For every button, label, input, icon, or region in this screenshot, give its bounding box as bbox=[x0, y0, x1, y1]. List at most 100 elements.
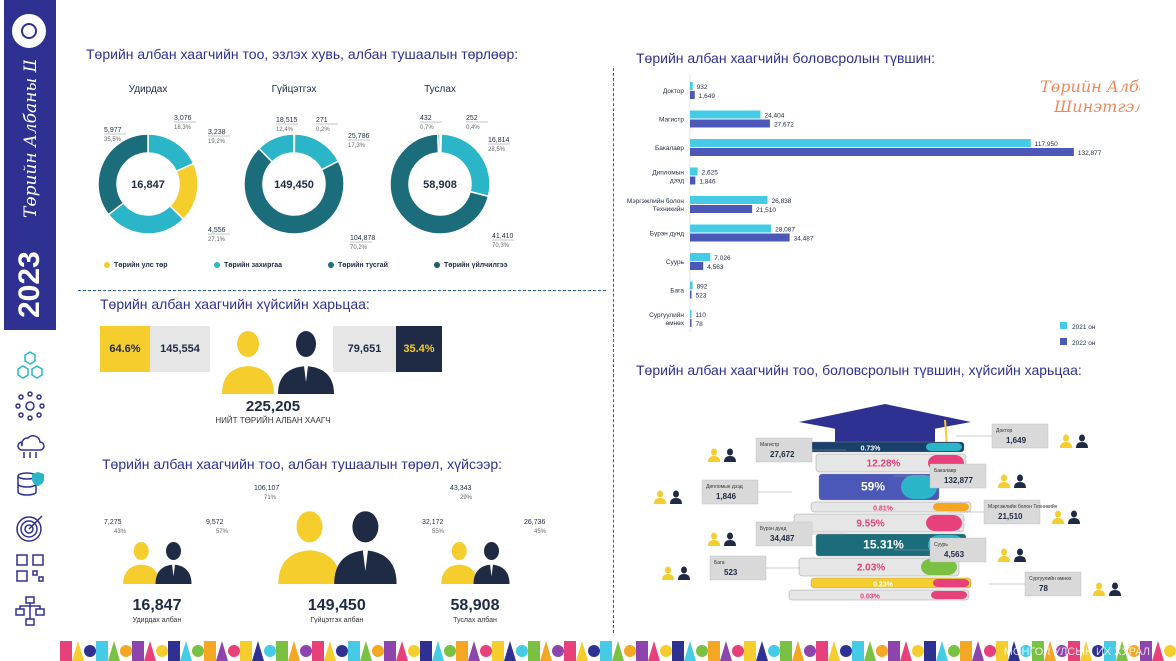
bar-2021 bbox=[690, 281, 693, 290]
male-pct: 29% bbox=[460, 495, 473, 501]
pattern-tile bbox=[240, 641, 252, 661]
section1-title: Төрийн албан хаагчийн тоо, эзлэх хувь, а… bbox=[86, 46, 519, 62]
group-label: Гүйцэтгэх албан bbox=[310, 616, 363, 624]
pattern-tile bbox=[168, 641, 180, 661]
pattern-tile bbox=[924, 641, 936, 661]
edu-card-value: 1,846 bbox=[716, 492, 737, 501]
section-divider-horizontal bbox=[78, 290, 606, 291]
svg-text:Төрийн Албаны Шинэтгэл: Төрийн Албаны Шинэтгэл bbox=[21, 60, 41, 218]
pattern-tile bbox=[336, 645, 348, 657]
book-label-band bbox=[926, 443, 962, 451]
female-mini-body bbox=[998, 482, 1010, 488]
pattern-tile bbox=[348, 641, 360, 661]
female-mini-body bbox=[654, 498, 666, 504]
bar-2021 bbox=[690, 82, 693, 90]
body bbox=[123, 564, 160, 584]
donut-slice bbox=[243, 147, 345, 235]
book-spine bbox=[810, 501, 972, 513]
pattern-tile bbox=[1008, 641, 1020, 661]
pattern-tile bbox=[660, 645, 672, 657]
pattern-tile bbox=[252, 641, 264, 661]
pattern-tile bbox=[1080, 641, 1092, 661]
data-label: 4,563 bbox=[707, 264, 724, 271]
pattern-tile bbox=[96, 641, 108, 661]
pattern-tile bbox=[144, 641, 156, 661]
female-mini-icon bbox=[1055, 510, 1061, 518]
book-label-band bbox=[933, 503, 969, 511]
org-chart-icon bbox=[15, 596, 45, 626]
male-mini-body bbox=[1109, 590, 1121, 596]
bar-2021 bbox=[690, 110, 761, 119]
pattern-tile bbox=[276, 641, 288, 661]
pattern-tile bbox=[1056, 645, 1068, 657]
pattern-tile bbox=[1068, 641, 1080, 661]
male-silhouette-icon bbox=[155, 542, 192, 584]
female-mini-body bbox=[1093, 590, 1105, 596]
category-label: Бага bbox=[670, 288, 684, 295]
slice-value: 5,977 bbox=[104, 127, 122, 134]
male-count: 43,343 bbox=[450, 485, 472, 492]
category-label: өмнөх bbox=[665, 320, 684, 327]
slice-value: 3,238 bbox=[208, 129, 226, 136]
target-icon bbox=[16, 515, 43, 542]
svg-text:Төрийн Албаны: Төрийн Албаны bbox=[1040, 77, 1140, 96]
education-bar-chart: Доктор 932 1,649 Магистр 24,404 27,672 Бакалав… bbox=[627, 74, 1102, 347]
data-label: 24,404 bbox=[765, 113, 785, 120]
edu-card: Доктор 1,649 bbox=[956, 423, 1088, 449]
female-pct: 43% bbox=[114, 529, 127, 535]
donut-slice bbox=[257, 133, 295, 163]
pattern-tile bbox=[204, 641, 216, 661]
book-pct: 0.73% bbox=[861, 446, 882, 453]
male-mini-body bbox=[1068, 518, 1080, 524]
category-label: Мэргэжлийн болон bbox=[627, 197, 685, 205]
pattern-tile bbox=[180, 641, 192, 661]
pattern-tile bbox=[684, 641, 696, 661]
bar-2022 bbox=[690, 148, 1074, 156]
legend-item-politics: Төрийн улс төр bbox=[104, 262, 168, 269]
edu-card: Магистр 27,672 bbox=[708, 437, 846, 463]
female-mini-body bbox=[998, 556, 1010, 562]
pattern-tile bbox=[564, 641, 576, 661]
male-mini-body bbox=[1014, 556, 1026, 562]
female-silhouette-icon bbox=[278, 511, 341, 584]
pattern-tile bbox=[84, 645, 96, 657]
bar-2022 bbox=[690, 290, 692, 299]
pattern-tile bbox=[1116, 641, 1128, 661]
slice-value: 3,076 bbox=[174, 115, 192, 122]
decorative-footer-pattern: МОНГОЛ УЛСЫН ИХ ХУРАЛ bbox=[60, 641, 1176, 661]
female-count: 106,107 bbox=[254, 485, 279, 492]
year-label: 2023 bbox=[13, 251, 46, 318]
donut-slice bbox=[436, 133, 441, 154]
slice-value: 18,515 bbox=[276, 117, 298, 124]
section5-title: Төрийн албан хаагчийн тоо, боловсролын т… bbox=[636, 362, 1082, 378]
pattern-tile bbox=[1104, 641, 1116, 661]
pattern-tile bbox=[588, 645, 600, 657]
head bbox=[133, 542, 149, 560]
cap-tassel bbox=[944, 419, 948, 447]
slice-pct: 19,2% bbox=[208, 139, 226, 145]
category-label: Сургуулийн bbox=[649, 311, 684, 319]
female-mini-icon bbox=[1001, 548, 1007, 556]
female-silhouette-icon bbox=[123, 542, 160, 584]
data-label: 2,625 bbox=[702, 170, 719, 177]
pattern-tile bbox=[360, 641, 372, 661]
donut-hole bbox=[264, 154, 324, 214]
slice-pct: 27,1% bbox=[208, 237, 226, 243]
data-label: 21,510 bbox=[756, 207, 776, 214]
bar-2022 bbox=[690, 233, 790, 242]
slice-pct: 12,4% bbox=[276, 127, 294, 133]
tie bbox=[490, 564, 493, 577]
bar-2022 bbox=[690, 176, 696, 185]
bar-2021 bbox=[690, 224, 772, 233]
male-mini-body bbox=[678, 574, 690, 580]
pattern-tile bbox=[768, 645, 780, 657]
edu-card-bg bbox=[701, 479, 759, 505]
cap-base bbox=[835, 424, 935, 442]
pattern-tile bbox=[780, 641, 792, 661]
book-spine bbox=[798, 557, 960, 577]
category-label: Доктор bbox=[663, 88, 685, 95]
pattern-tile bbox=[984, 645, 996, 657]
male-mini-icon bbox=[1017, 548, 1023, 556]
pattern-tile bbox=[636, 641, 648, 661]
female-mini-icon bbox=[1063, 434, 1069, 442]
